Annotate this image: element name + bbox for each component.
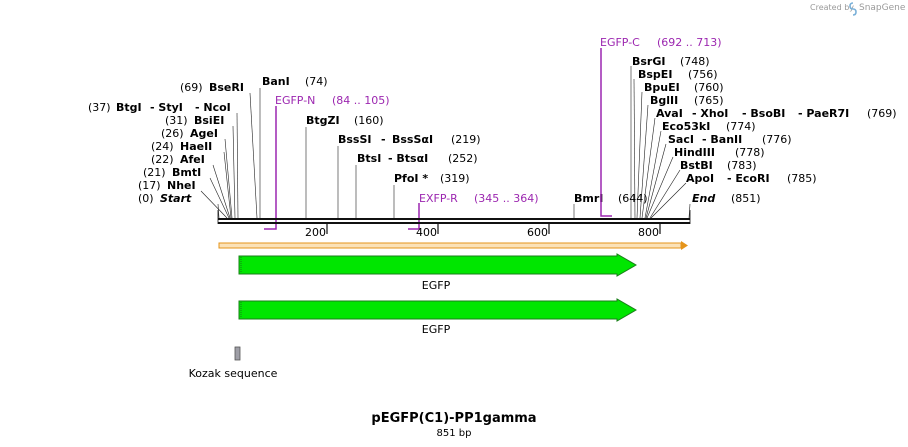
site-label-agei: (26) AgeI <box>161 127 218 140</box>
primer-egfp-n: EGFP-N (84 .. 105) <box>264 94 390 230</box>
site-label-nhei: (17) NheI <box>138 179 196 192</box>
svg-text:EXFP-R: EXFP-R <box>419 192 458 205</box>
map-title: pEGFP(C1)-PP1gamma <box>371 411 536 426</box>
site-label-pfoi: PfoI * (319) <box>394 172 470 185</box>
feature-label-egfp-2: EGFP <box>422 323 451 336</box>
feature-egfp-2: EGFP <box>238 298 637 336</box>
ruler-tick-400: 400 <box>416 226 437 239</box>
site-label-bspei: BspEI (756) <box>638 68 718 81</box>
site-label-bani: BanI (74) <box>262 75 328 88</box>
primer-exfp-r: EXFP-R (345 .. 364) <box>408 192 539 230</box>
feature-kozak: Kozak sequence <box>189 346 278 380</box>
site-label-haeii: (24) HaeII <box>151 140 212 153</box>
site-label-bsrgi: BsrGI (748) <box>632 55 710 68</box>
created-by-label: Created by <box>810 3 854 12</box>
site-label-afei: (22) AfeI <box>151 153 205 166</box>
site-label-start: (0) Start <box>138 192 192 205</box>
site-label-bglii: BglII (765) <box>650 94 724 107</box>
ruler-tick-600: 600 <box>527 226 548 239</box>
svg-text:(84 .. 105): (84 .. 105) <box>332 94 390 107</box>
dna-backbone <box>217 210 691 224</box>
site-label-btsi: BtsI - BtsαI (252) <box>357 152 478 165</box>
site-label-bmri: BmrI (644) <box>574 192 648 205</box>
ruler-tick-800: 800 <box>638 226 659 239</box>
site-label-bstbi: BstBI (783) <box>680 159 757 172</box>
site-label-btgi-styi-ncoi: (37) BtgI - StyI - NcoI <box>88 101 231 114</box>
site-label-hindiii: HindIII (778) <box>674 146 765 159</box>
site-label-bsiei: (31) BsiEI <box>165 114 224 127</box>
site-label-saci-banii: SacI - BanII (776) <box>668 133 792 146</box>
snapgene-brand: SnapGene <box>859 3 906 13</box>
site-label-bmti: (21) BmtI <box>143 166 201 179</box>
map-length: 851 bp <box>437 428 472 439</box>
site-label-bpuei: BpuEI (760) <box>644 81 724 94</box>
ruler: 200 400 600 800 <box>305 224 661 239</box>
site-label-bseri: (69) BseRI <box>180 81 244 94</box>
site-label-end: End (851) <box>692 192 761 205</box>
site-label-eco53ki: Eco53kI (774) <box>662 120 756 133</box>
feature-label-kozak: Kozak sequence <box>189 367 278 380</box>
site-label-bsssi: BssSI - BssSαI (219) <box>338 133 481 146</box>
site-label-apoi-ecori: ApoI - EcoRI (785) <box>686 172 817 185</box>
feature-egfp-1: EGFP <box>238 253 637 292</box>
svg-text:(345 .. 364): (345 .. 364) <box>474 192 539 205</box>
svg-text:EGFP-N: EGFP-N <box>275 94 315 107</box>
cut-site-lines <box>200 66 691 219</box>
ruler-tick-200: 200 <box>305 226 326 239</box>
svg-text:EGFP-C: EGFP-C <box>600 36 640 49</box>
feature-label-egfp-1: EGFP <box>422 279 451 292</box>
orf-band <box>218 241 688 250</box>
primer-egfp-c: EGFP-C (692 .. 713) <box>600 36 722 217</box>
site-label-btgzi: BtgZI (160) <box>306 114 384 127</box>
site-label-avai-xhoi: AvaI - XhoI - BsoBI - PaeR7I (769) <box>656 107 897 120</box>
snapgene-logo-icon <box>849 2 857 16</box>
svg-text:(692 .. 713): (692 .. 713) <box>657 36 722 49</box>
